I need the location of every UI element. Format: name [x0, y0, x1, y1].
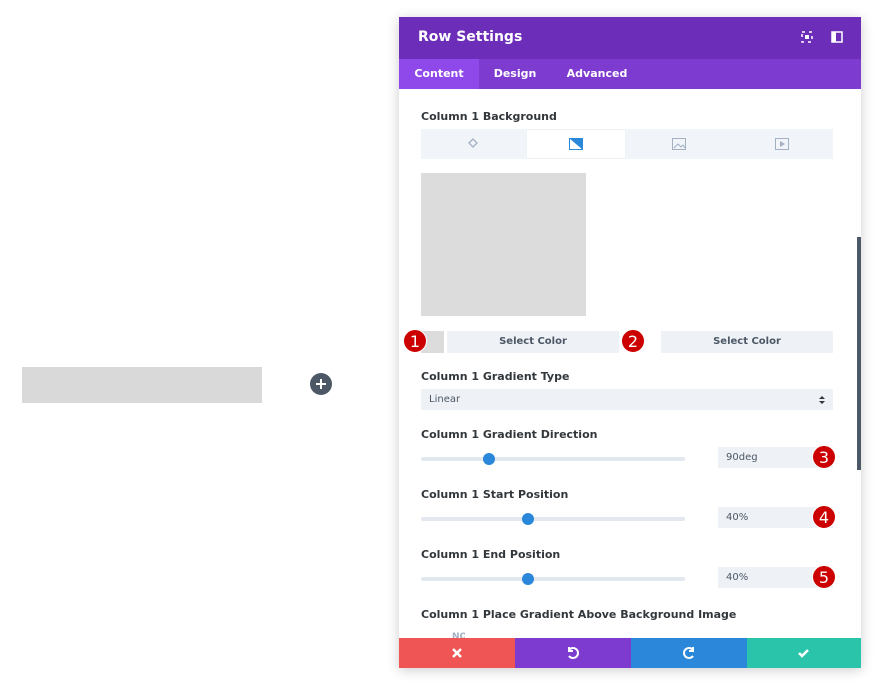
- field-label: Column 1 Gradient Direction: [421, 428, 598, 441]
- tab[interactable]: Content: [399, 59, 479, 89]
- text-input[interactable]: 40%: [718, 507, 833, 528]
- slider-handle[interactable]: [483, 453, 495, 465]
- modal-header: Row Settings: [399, 17, 861, 59]
- step-badge: 1: [403, 329, 427, 353]
- select-arrows: [819, 396, 825, 404]
- footer: [399, 638, 861, 668]
- background-tabs: [421, 129, 833, 159]
- color-icon[interactable]: [467, 138, 479, 150]
- toggle[interactable]: NO: [452, 632, 465, 639]
- slider-handle[interactable]: [522, 513, 534, 525]
- video-icon[interactable]: [775, 138, 789, 150]
- field-label: Column 1 Place Gradient Above Background…: [421, 608, 737, 621]
- row-placeholder: [22, 367, 262, 403]
- step-badge: 4: [812, 505, 836, 529]
- slider-track[interactable]: [421, 457, 685, 461]
- expand-icon[interactable]: [801, 31, 813, 43]
- color-button[interactable]: Select Color: [447, 331, 619, 353]
- slider-track[interactable]: [421, 577, 685, 581]
- field-label: Column 1 Gradient Type: [421, 370, 570, 383]
- field-label: Column 1 Background: [421, 110, 557, 123]
- step-badge: 5: [812, 565, 836, 589]
- color-button[interactable]: Select Color: [661, 331, 833, 353]
- image-icon[interactable]: [672, 138, 686, 150]
- scrollbar[interactable]: [857, 237, 861, 470]
- add-button[interactable]: [310, 373, 332, 395]
- sidebar-icon[interactable]: [831, 31, 843, 43]
- tab-bar: Content Design Advanced: [399, 59, 861, 89]
- step-badge: 2: [621, 329, 645, 353]
- select[interactable]: Linear: [421, 389, 833, 410]
- slider-track[interactable]: [421, 517, 685, 521]
- tab[interactable]: Advanced: [566, 67, 628, 80]
- text-input[interactable]: 90deg: [718, 447, 833, 468]
- field-label: Column 1 End Position: [421, 548, 561, 561]
- gradient-icon[interactable]: [569, 138, 583, 150]
- color-swatch[interactable]: [421, 331, 444, 353]
- text-input[interactable]: 40%: [718, 567, 833, 588]
- select-value: Linear: [429, 394, 461, 405]
- gradient-preview: [421, 173, 586, 316]
- step-badge: 3: [812, 445, 836, 469]
- field-label: Column 1 Start Position: [421, 488, 569, 501]
- footer-buttons[interactable]: [399, 638, 861, 668]
- slider-handle[interactable]: [522, 573, 534, 585]
- tab[interactable]: Design: [493, 67, 537, 80]
- modal-title: Row Settings: [418, 29, 523, 45]
